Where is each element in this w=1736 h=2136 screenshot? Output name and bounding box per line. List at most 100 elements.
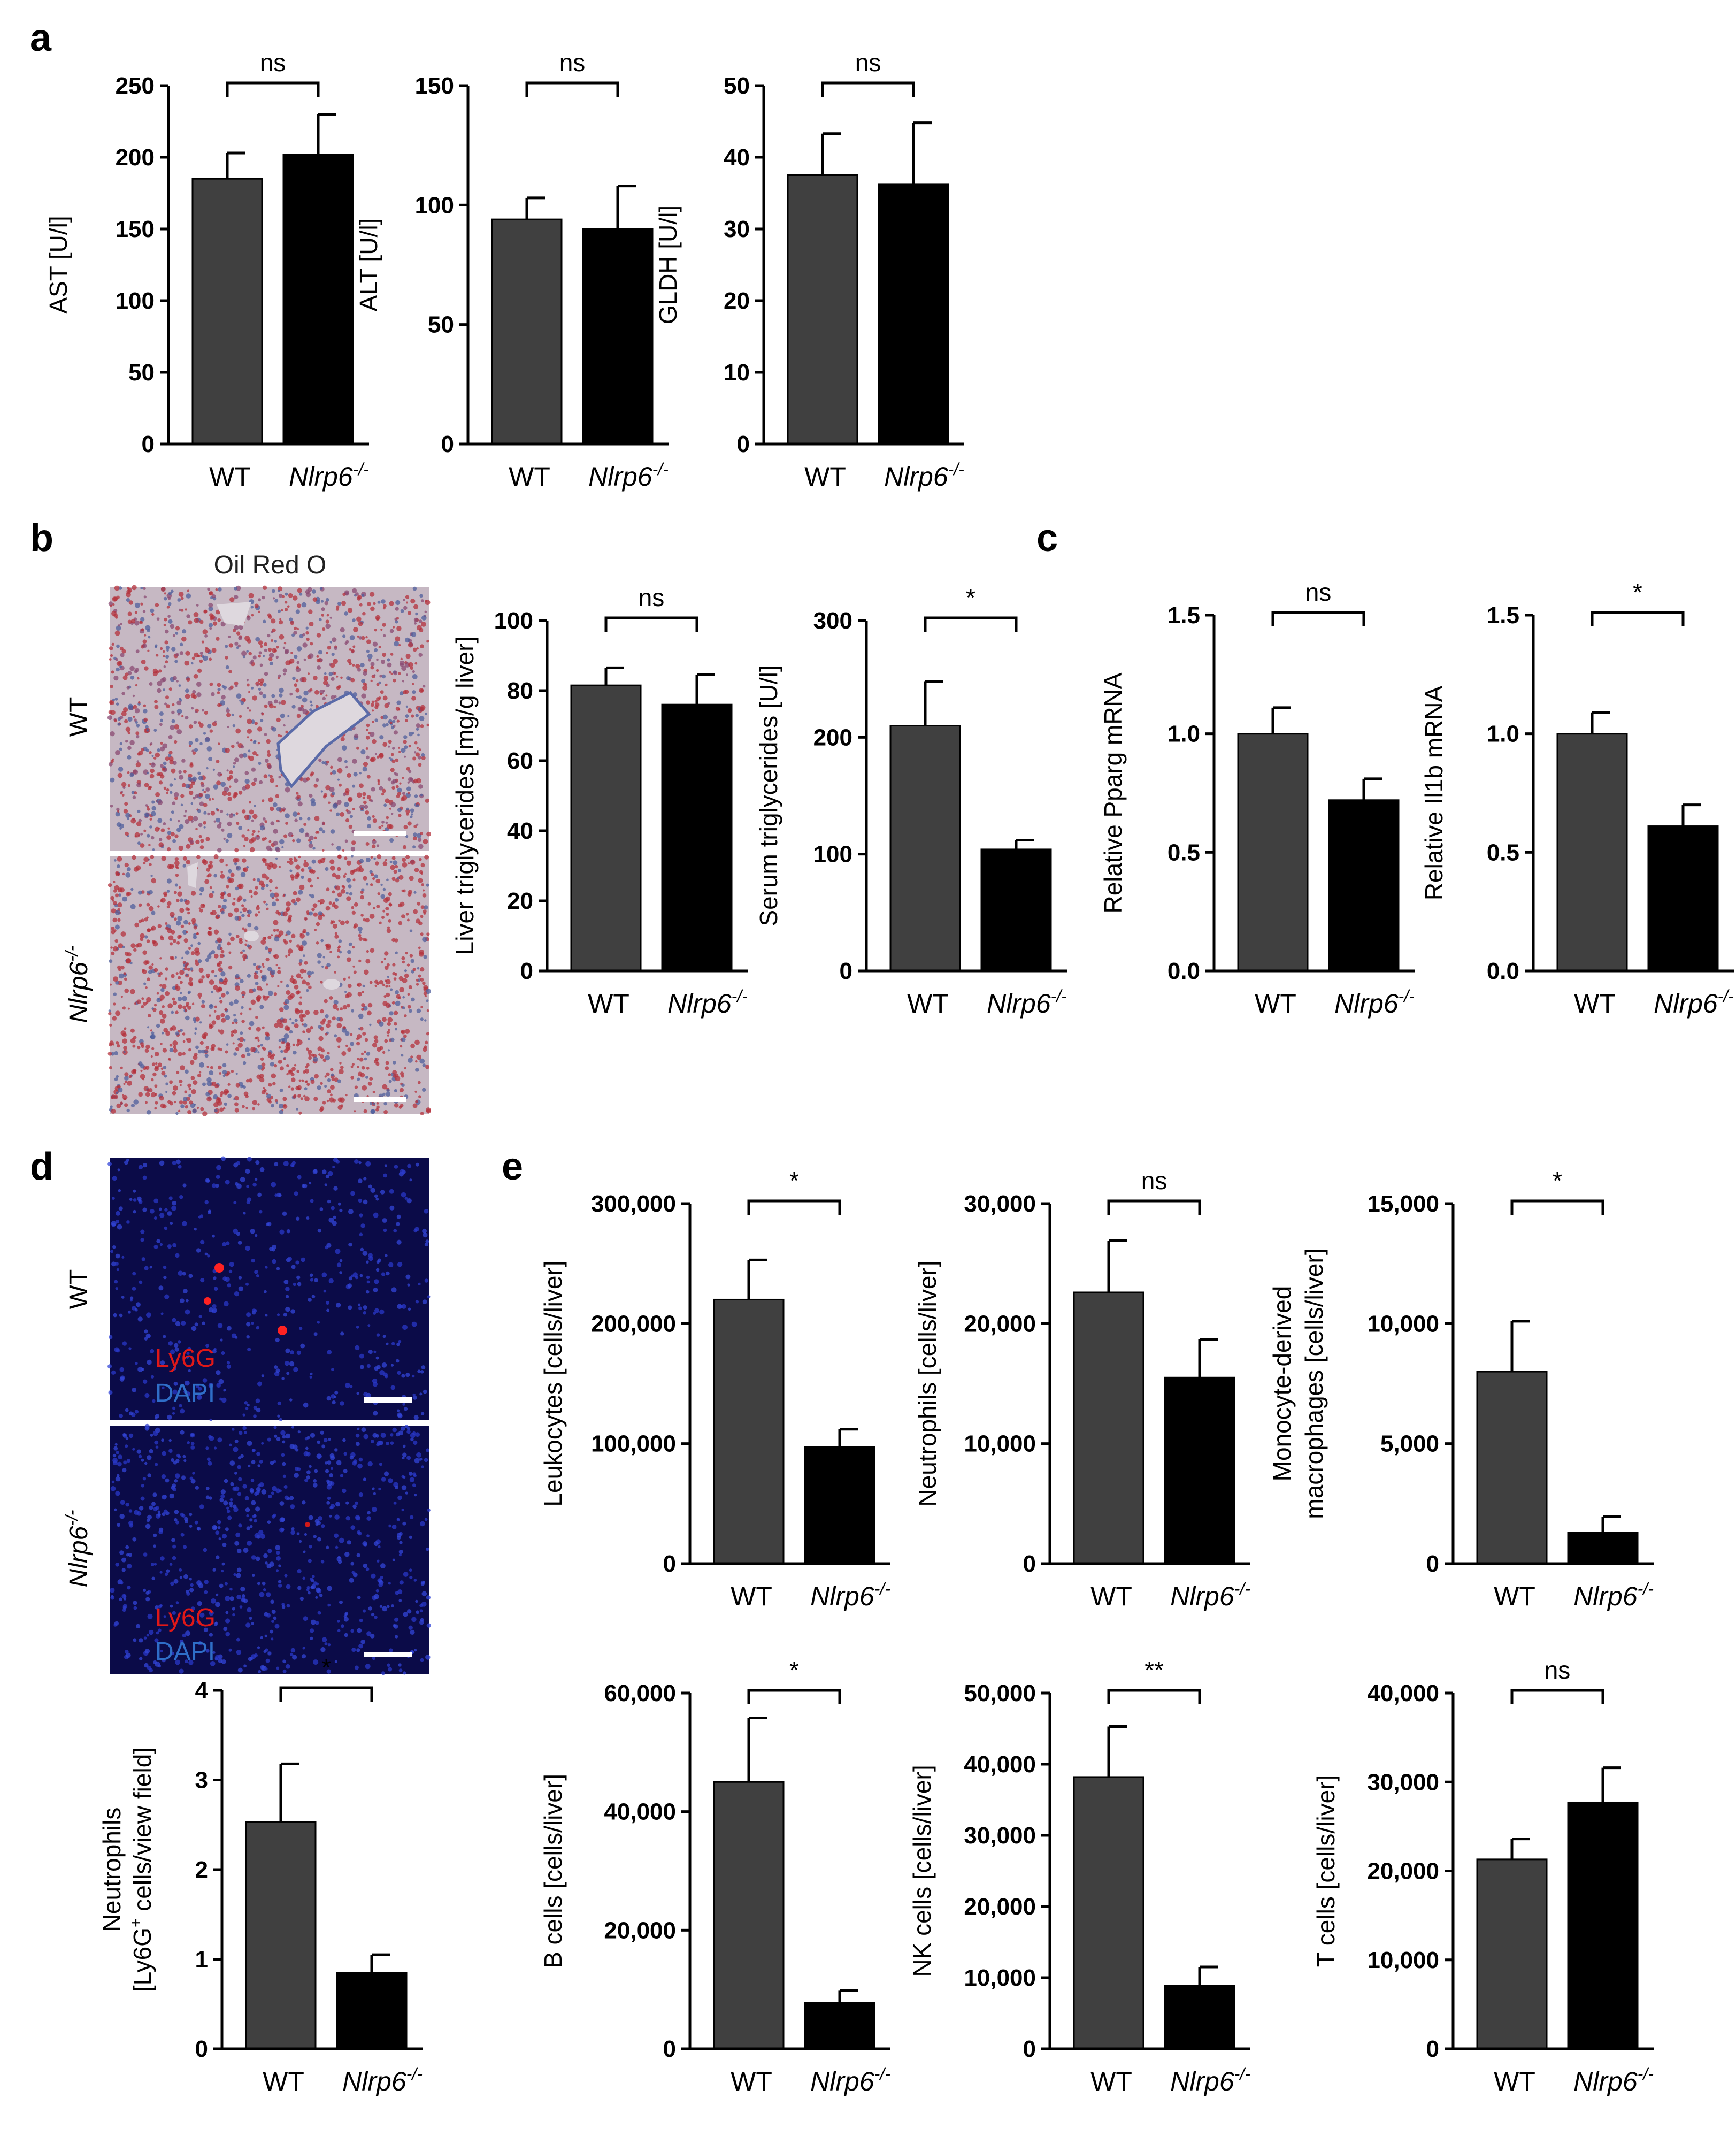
chart-livertg: 0 20 40 60 80 100 WT Nlrp6-/- Liver triglyceride… [451, 584, 748, 1019]
y-axis-label: AST [U/l] [44, 216, 72, 313]
y-tick-label: 0 [520, 958, 533, 984]
stain-label-dapi: DAPI [155, 1637, 215, 1666]
category-label-wt: WT [209, 462, 251, 492]
category-label-wt: WT [1494, 1581, 1535, 1611]
y-tick-label: 10,000 [1367, 1311, 1439, 1337]
significance-label: * [1633, 578, 1642, 606]
y-tick-label: 200 [116, 144, 155, 171]
y-tick-label: 60 [507, 748, 533, 774]
chart-alt: 0 50 100 150 WT Nlrp6-/- ALT [U/l] ns [355, 49, 669, 492]
y-tick-label: 10,000 [1367, 1947, 1439, 1973]
bar-wt [191, 178, 263, 445]
category-label-wt: WT [731, 2066, 772, 2096]
y-tick-label: 0.0 [1167, 958, 1200, 984]
y-tick-label: 1.5 [1487, 602, 1519, 629]
bar-nlrp6 [804, 2002, 875, 2050]
bar-wt [1073, 1291, 1144, 1565]
y-tick-label: 50 [428, 312, 454, 338]
bar-wt [1556, 733, 1628, 972]
chart-tcells: 0 10,000 20,000 30,000 40,000 WT Nlrp6-/- T cel… [1312, 1656, 1654, 2096]
category-label-wt: WT [907, 989, 949, 1019]
scale-bar [354, 1097, 406, 1102]
chart-neutrophils_e: 0 10,000 20,000 30,000 WT Nlrp6-/- Neutrophils… [913, 1167, 1250, 1611]
category-label-nlrp6: Nlrp6-/- [1654, 986, 1734, 1019]
significance-label: ns [559, 49, 586, 76]
y-axis-label: T cells [cells/liver] [1312, 1775, 1340, 1967]
y-tick-label: 40 [724, 144, 750, 171]
y-tick-label: 5,000 [1380, 1431, 1439, 1457]
oil-red-o-image-ko [107, 854, 431, 1116]
significance-label: ns [1305, 578, 1332, 606]
significance-bracket [747, 1199, 841, 1215]
significance-bracket [1591, 611, 1685, 626]
category-label-wt: WT [1574, 989, 1616, 1019]
significance-bracket [279, 1686, 373, 1702]
y-tick-label: 30,000 [964, 1191, 1036, 1217]
significance-label: ns [855, 49, 881, 76]
category-label-wt: WT [1090, 1581, 1132, 1611]
significance-label: ns [1545, 1656, 1571, 1684]
category-label-nlrp6: Nlrp6-/- [588, 460, 669, 492]
bar-nlrp6 [1164, 1376, 1235, 1565]
significance-bracket [604, 616, 698, 632]
panel-label-c: c [1036, 517, 1058, 560]
y-tick-label: 3 [195, 1767, 208, 1794]
significance-label: * [789, 1656, 799, 1684]
significance-bracket [747, 1689, 841, 1704]
y-tick-label: 20,000 [604, 1917, 676, 1943]
y-tick-label: 0 [441, 431, 454, 457]
y-tick-label: 300 [813, 608, 852, 634]
y-tick-label: 0 [195, 2036, 208, 2062]
ly6g-image-wt: Ly6G DAPI [107, 1156, 431, 1421]
y-tick-label: 100,000 [591, 1431, 676, 1457]
y-axis-label: Relative Pparg mRNA [1099, 672, 1127, 913]
category-label-nlrp6: Nlrp6-/- [1334, 986, 1415, 1019]
stain-label-dapi: DAPI [155, 1379, 215, 1407]
category-label-wt: WT [1090, 2066, 1132, 2096]
bar-wt [570, 684, 642, 972]
y-tick-label: 250 [116, 73, 155, 99]
stain-label-ly6g: Ly6G [155, 1604, 216, 1632]
y-tick-label: 40,000 [964, 1751, 1036, 1778]
chart-serumtg: 0 100 200 300 WT Nlrp6-/- Serum triglycerides … [755, 584, 1067, 1019]
bar-nlrp6 [1164, 1985, 1235, 2050]
bar-nlrp6 [878, 183, 949, 445]
bar-nlrp6 [582, 228, 654, 445]
y-tick-label: 60,000 [604, 1680, 676, 1706]
y-tick-label: 30,000 [964, 1823, 1036, 1849]
category-label-nlrp6: Nlrp6-/- [810, 2064, 890, 2096]
y-axis-label: NK cells [cells/liver] [908, 1765, 936, 1977]
significance-bracket [226, 81, 320, 97]
y-tick-label: 100 [494, 608, 533, 634]
y-tick-label: 30,000 [1367, 1769, 1439, 1795]
y-tick-label: 100 [813, 841, 852, 868]
y-tick-label: 300,000 [591, 1191, 676, 1217]
y-tick-label: 0.5 [1167, 839, 1200, 866]
chart-neutrophils_d: 0 1 2 3 4 WT Nlrp6-/- Neutrophils[Ly6G+ cells/v… [98, 1653, 423, 2096]
ly6g-image-ko: Ly6G DAPI [110, 1423, 431, 1675]
chart-gldh: 0 10 20 30 40 50 WT Nlrp6-/- GLDH [U/l] ns [654, 49, 964, 492]
significance-label: ns [639, 584, 665, 611]
category-label-wt: WT [1255, 989, 1296, 1019]
y-tick-label: 150 [116, 216, 155, 242]
significance-label: ** [1144, 1656, 1164, 1684]
y-tick-label: 40 [507, 818, 533, 844]
bar-wt [889, 725, 961, 972]
category-label-nlrp6: Nlrp6-/- [987, 986, 1067, 1019]
y-tick-label: 2 [195, 1857, 208, 1883]
y-tick-label: 20 [724, 288, 750, 314]
y-axis-label: Liver triglycerides [mg/g liver] [451, 637, 479, 955]
category-label-nlrp6: Nlrp6-/- [810, 1579, 890, 1611]
y-tick-label: 10,000 [964, 1965, 1036, 1991]
significance-label: * [321, 1653, 331, 1681]
chart-ast: 0 50 100 150 200 250 WT Nlrp6-/- AST [U/l] ns [44, 49, 369, 492]
chart-pparg: 0.0 0.5 1.0 1.5 WT Nlrp6-/- Relative Pparg mRN… [1099, 578, 1415, 1019]
significance-label: ns [260, 49, 286, 76]
category-label-wt: WT [804, 462, 846, 492]
y-tick-label: 50 [128, 359, 155, 386]
y-tick-label: 0 [1023, 2036, 1036, 2062]
row-label-wt: WT [65, 1269, 93, 1310]
bar-wt [245, 1821, 317, 2050]
bar-wt [491, 218, 563, 445]
